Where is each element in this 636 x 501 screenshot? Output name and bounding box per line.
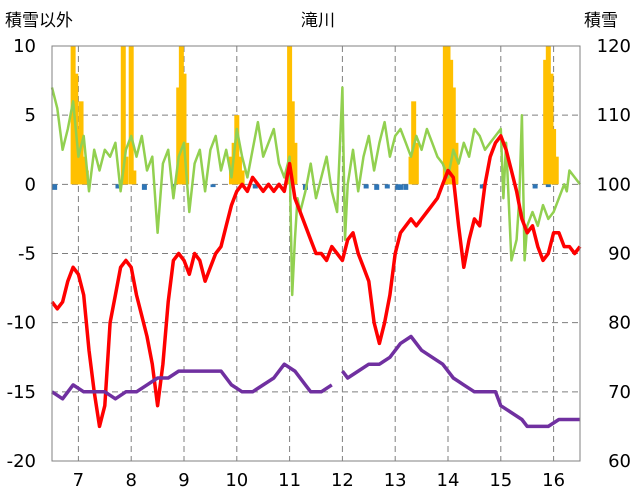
right-tick-label: 110 bbox=[597, 105, 631, 126]
bar-mark bbox=[384, 184, 390, 189]
bar-mark bbox=[178, 46, 184, 185]
series-line-4 bbox=[51, 334, 580, 429]
x-tick-label: 9 bbox=[178, 470, 189, 491]
bar-mark bbox=[448, 59, 454, 185]
bar-mark bbox=[70, 46, 76, 185]
bar-mark bbox=[374, 184, 380, 190]
bar-mark bbox=[445, 46, 451, 185]
bar-mark bbox=[413, 142, 419, 185]
right-tick-label: 80 bbox=[608, 313, 631, 334]
bar-mark bbox=[479, 184, 485, 189]
bar-mark bbox=[450, 87, 456, 185]
bar-mark bbox=[532, 184, 538, 189]
bar-mark bbox=[395, 184, 401, 190]
x-tick-label: 13 bbox=[384, 470, 407, 491]
bar-mark bbox=[83, 170, 89, 185]
bar-mark bbox=[239, 170, 245, 185]
plot-frame bbox=[51, 45, 581, 462]
x-tick-label: 16 bbox=[542, 470, 565, 491]
chart-title: 滝川 bbox=[301, 11, 335, 31]
right-tick-label: 120 bbox=[597, 36, 631, 57]
bar-mark bbox=[210, 184, 216, 188]
x-tick-label: 11 bbox=[278, 470, 301, 491]
bar-mark bbox=[170, 184, 176, 189]
bar-mark bbox=[131, 170, 137, 185]
bar-mark bbox=[397, 184, 403, 190]
bar-mark bbox=[234, 115, 240, 185]
x-tick-label: 7 bbox=[73, 470, 84, 491]
bar-mark bbox=[408, 156, 414, 185]
right-tick-label: 60 bbox=[608, 451, 631, 472]
left-tick-label: 5 bbox=[25, 105, 36, 126]
bar-mark bbox=[141, 184, 147, 190]
bar-mark bbox=[548, 73, 554, 185]
bar-mark bbox=[403, 184, 409, 190]
right-tick-label: 100 bbox=[597, 174, 631, 195]
axes: 10 5 0 -5 -10 -15 -20 120 110 100 90 80 70 60 7 8 9 10 11 1… bbox=[7, 36, 631, 491]
bar-mark bbox=[128, 46, 134, 185]
left-tick-label: -20 bbox=[7, 451, 36, 472]
series-line-2 bbox=[50, 86, 581, 297]
bar-mark bbox=[543, 59, 549, 185]
left-axis-label: 積雪以外 bbox=[5, 11, 73, 31]
bar-mark bbox=[453, 142, 459, 185]
bar-mark bbox=[181, 73, 187, 185]
bar-mark bbox=[545, 184, 551, 188]
left-tick-label: 0 bbox=[25, 174, 36, 195]
left-tick-label: -5 bbox=[18, 244, 36, 265]
plot-area bbox=[50, 46, 582, 429]
bar-mark bbox=[363, 184, 369, 189]
right-tick-label: 70 bbox=[608, 382, 631, 403]
bar-mark bbox=[115, 184, 121, 189]
bar-mark bbox=[81, 156, 87, 185]
bar-mark bbox=[551, 129, 557, 185]
bar-mark bbox=[120, 46, 126, 185]
bar-mark bbox=[287, 46, 293, 185]
x-tick-label: 8 bbox=[125, 470, 136, 491]
x-tick-label: 10 bbox=[225, 470, 248, 491]
x-tick-label: 15 bbox=[489, 470, 512, 491]
bar-mark bbox=[176, 87, 182, 185]
right-tick-label: 90 bbox=[608, 244, 631, 265]
bar-mark bbox=[252, 184, 258, 189]
bar-mark bbox=[545, 46, 551, 185]
bar-mark bbox=[236, 156, 242, 185]
x-tick-label: 14 bbox=[437, 470, 460, 491]
bar-mark bbox=[123, 156, 129, 185]
left-tick-label: -10 bbox=[7, 313, 36, 334]
left-tick-label: -15 bbox=[7, 382, 36, 403]
bar-mark bbox=[292, 142, 298, 185]
right-axis-label: 積雪 bbox=[584, 11, 618, 31]
bar-mark bbox=[289, 101, 295, 185]
x-tick-label: 12 bbox=[331, 470, 354, 491]
bar-mark bbox=[52, 184, 58, 190]
series-line-3 bbox=[50, 134, 582, 429]
bar-mark bbox=[553, 156, 559, 185]
left-tick-label: 10 bbox=[13, 36, 36, 57]
bar-mark bbox=[442, 46, 448, 185]
